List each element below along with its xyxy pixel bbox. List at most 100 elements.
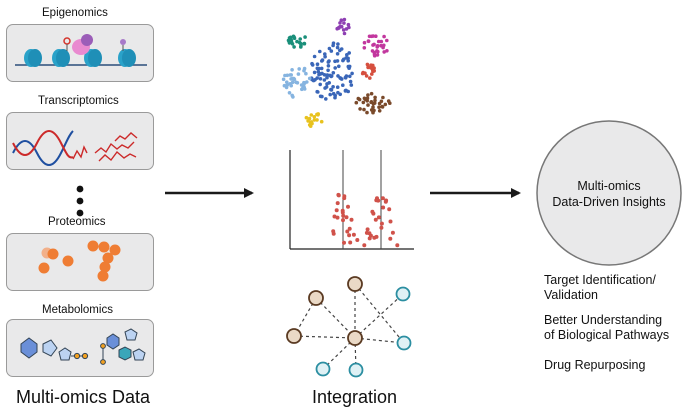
- cluster-point: [299, 44, 303, 48]
- strip-point: [342, 194, 347, 199]
- cluster-point: [328, 73, 332, 78]
- strip-plot-icon: [289, 150, 414, 250]
- cluster-point: [327, 46, 332, 51]
- cluster-point: [347, 64, 352, 69]
- cluster-point: [375, 53, 380, 57]
- cluster-point: [362, 107, 366, 112]
- cluster-point: [362, 40, 367, 45]
- cluster-point: [324, 97, 328, 101]
- strip-point: [335, 201, 340, 206]
- cluster-point: [337, 25, 341, 30]
- metabolomics-label: Metabolomics: [42, 304, 113, 316]
- cluster-plot-icon: [281, 17, 392, 128]
- cluster-point: [369, 63, 373, 67]
- strip-point: [332, 214, 337, 219]
- network-node-icon: [315, 361, 331, 377]
- cluster-point: [299, 83, 304, 87]
- cluster-point: [289, 83, 294, 88]
- strip-point: [383, 199, 388, 204]
- cluster-point: [371, 34, 375, 38]
- proteomics-panel: [6, 233, 154, 291]
- strip-point: [341, 218, 345, 223]
- cluster-point: [310, 61, 314, 66]
- cluster-point: [338, 21, 342, 25]
- cluster-point: [362, 46, 367, 50]
- cluster-point: [324, 85, 329, 89]
- cluster-point: [303, 35, 307, 39]
- strip-point: [340, 208, 345, 213]
- cluster-point: [341, 58, 345, 63]
- insight-item: Target Identification/ Validation: [544, 273, 656, 302]
- epigenomics-label: Epigenomics: [42, 7, 108, 19]
- cluster-point: [315, 118, 319, 122]
- cluster-point: [318, 77, 323, 81]
- cluster-point: [329, 49, 334, 53]
- cluster-point: [333, 66, 338, 70]
- cluster-point: [343, 88, 348, 93]
- nucleosome-icon: [24, 49, 136, 67]
- cluster-point: [368, 76, 372, 80]
- cluster-point: [329, 87, 333, 92]
- cluster-point: [377, 105, 381, 109]
- strip-point: [365, 227, 370, 232]
- cluster-point: [282, 83, 287, 88]
- cluster-point: [327, 59, 331, 63]
- cluster-point: [373, 98, 377, 103]
- strip-point: [374, 198, 379, 203]
- cluster-point: [345, 53, 349, 57]
- cluster-point: [383, 102, 388, 107]
- cluster-point: [322, 73, 327, 77]
- strip-point: [364, 230, 369, 235]
- strip-point: [334, 208, 339, 213]
- cluster-point: [380, 105, 385, 109]
- cluster-point: [306, 119, 310, 123]
- cluster-point: [349, 83, 354, 87]
- cluster-point: [348, 74, 352, 79]
- cluster-point: [318, 49, 322, 54]
- cluster-point: [373, 95, 377, 100]
- strip-point: [395, 243, 400, 248]
- transcriptomics-label: Transcriptomics: [38, 95, 119, 107]
- cluster-point: [366, 103, 370, 107]
- cluster-point: [302, 87, 307, 91]
- cluster-point: [307, 123, 312, 127]
- cluster-point: [372, 69, 377, 73]
- dna-helix-icon: [12, 130, 74, 166]
- cluster-point: [377, 109, 382, 113]
- cluster-point: [369, 100, 374, 104]
- cluster-point: [338, 48, 342, 53]
- strip-point: [362, 243, 367, 248]
- cluster-point: [385, 49, 389, 53]
- multi-omics-data-label: Multi-omics Data: [16, 387, 151, 407]
- cluster-point: [341, 28, 346, 32]
- cluster-point: [290, 68, 294, 72]
- cluster-point: [291, 34, 296, 39]
- cluster-point: [381, 45, 385, 50]
- cluster-point: [326, 64, 331, 68]
- cluster-point: [350, 71, 354, 76]
- cluster-point: [369, 108, 374, 112]
- cluster-point: [318, 82, 323, 87]
- cluster-point: [366, 39, 371, 43]
- cluster-point: [375, 49, 379, 53]
- cluster-point: [376, 39, 381, 44]
- cluster-point: [367, 34, 372, 39]
- metabolomics-panel: [6, 319, 154, 377]
- transcriptomics-illustration: [12, 130, 138, 166]
- insight-item: Drug Repurposing: [544, 358, 646, 372]
- cluster-point: [372, 53, 377, 58]
- proteomics-illustration: [38, 240, 121, 282]
- cluster-point: [365, 110, 369, 115]
- cluster-point: [365, 96, 370, 100]
- cluster-point: [315, 62, 320, 66]
- insights-circle: [536, 120, 682, 266]
- cluster-point: [309, 113, 314, 117]
- strip-point: [380, 196, 385, 201]
- cluster-point: [283, 73, 287, 78]
- cluster-point: [346, 58, 351, 63]
- network-node-icon: [348, 362, 364, 378]
- cluster-point: [288, 36, 293, 41]
- cluster-point: [366, 65, 371, 69]
- cluster-point: [312, 118, 317, 122]
- strip-point: [371, 211, 376, 216]
